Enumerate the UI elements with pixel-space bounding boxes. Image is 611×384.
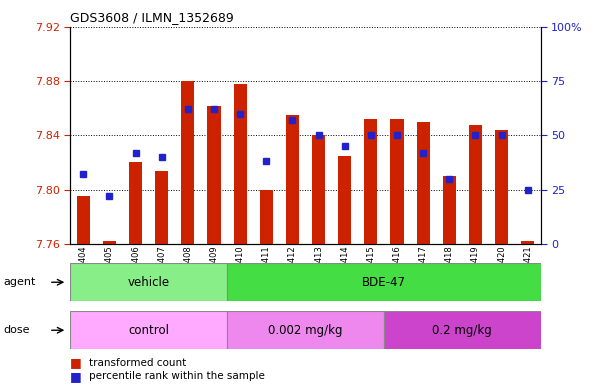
Bar (338, 156, 351, 244)
Bar (469, 124, 482, 244)
Bar (233, 84, 247, 244)
Bar (443, 176, 456, 244)
Bar (521, 241, 534, 244)
Bar (364, 119, 378, 244)
Text: 0.002 mg/kg: 0.002 mg/kg (268, 324, 343, 337)
Bar (227, 263, 541, 301)
Bar (417, 122, 430, 244)
Text: percentile rank within the sample: percentile rank within the sample (89, 371, 265, 381)
Text: BDE-47: BDE-47 (362, 276, 406, 289)
Bar (286, 115, 299, 244)
Text: agent: agent (3, 277, 35, 287)
Bar (227, 311, 384, 349)
Bar (181, 81, 194, 244)
Bar (384, 311, 541, 349)
Bar (208, 106, 221, 244)
Bar (70, 311, 227, 349)
Text: transformed count: transformed count (89, 358, 186, 368)
Text: dose: dose (3, 325, 29, 335)
Text: vehicle: vehicle (128, 276, 170, 289)
Bar (260, 190, 273, 244)
Bar (103, 241, 116, 244)
Text: control: control (128, 324, 169, 337)
Text: ■: ■ (70, 370, 86, 383)
Bar (77, 196, 90, 244)
Text: 0.2 mg/kg: 0.2 mg/kg (433, 324, 492, 337)
Text: GDS3608 / ILMN_1352689: GDS3608 / ILMN_1352689 (70, 12, 234, 25)
Bar (70, 263, 227, 301)
Bar (155, 170, 168, 244)
Bar (390, 119, 403, 244)
Text: ■: ■ (70, 356, 86, 369)
Bar (495, 130, 508, 244)
Bar (129, 162, 142, 244)
Bar (312, 136, 325, 244)
